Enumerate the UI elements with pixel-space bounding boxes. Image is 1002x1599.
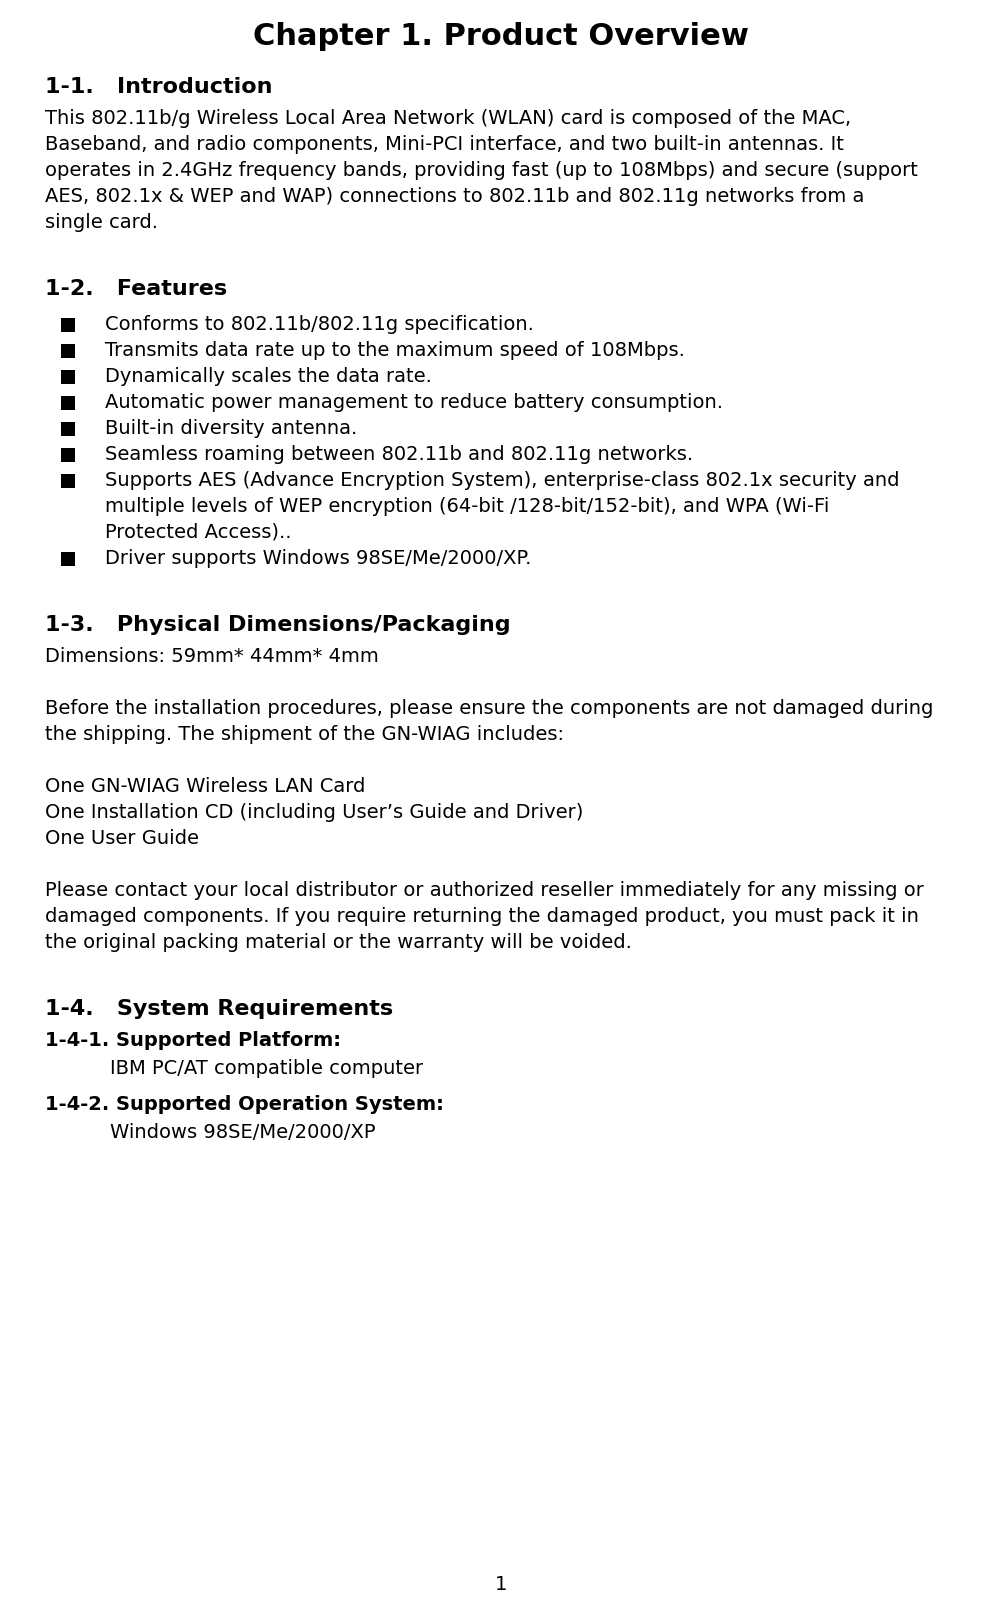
Text: Transmits data rate up to the maximum speed of 108Mbps.: Transmits data rate up to the maximum sp…: [105, 341, 685, 360]
Text: One User Guide: One User Guide: [45, 828, 199, 847]
Text: operates in 2.4GHz frequency bands, providing fast (up to 108Mbps) and secure (s: operates in 2.4GHz frequency bands, prov…: [45, 161, 918, 181]
Text: One Installation CD (including User’s Guide and Driver): One Installation CD (including User’s Gu…: [45, 803, 583, 822]
Text: Dynamically scales the data rate.: Dynamically scales the data rate.: [105, 368, 432, 385]
Text: 1-4.   System Requirements: 1-4. System Requirements: [45, 999, 393, 1019]
Text: Please contact your local distributor or authorized reseller immediately for any: Please contact your local distributor or…: [45, 881, 924, 900]
Text: Baseband, and radio components, Mini-PCI interface, and two built-in antennas. I: Baseband, and radio components, Mini-PCI…: [45, 134, 844, 154]
Text: AES, 802.1x & WEP and WAP) connections to 802.11b and 802.11g networks from a: AES, 802.1x & WEP and WAP) connections t…: [45, 187, 865, 206]
Text: IBM PC/AT compatible computer: IBM PC/AT compatible computer: [110, 1059, 423, 1078]
Text: Protected Access)..: Protected Access)..: [105, 523, 292, 542]
Text: 1-1.   Introduction: 1-1. Introduction: [45, 77, 273, 98]
Text: Seamless roaming between 802.11b and 802.11g networks.: Seamless roaming between 802.11b and 802…: [105, 445, 693, 464]
Text: the original packing material or the warranty will be voided.: the original packing material or the war…: [45, 932, 632, 951]
Text: single card.: single card.: [45, 213, 158, 232]
Text: 1-3.   Physical Dimensions/Packaging: 1-3. Physical Dimensions/Packaging: [45, 616, 511, 635]
Text: multiple levels of WEP encryption (64-bit /128-bit/152-bit), and WPA (Wi-Fi: multiple levels of WEP encryption (64-bi…: [105, 497, 830, 516]
Text: Chapter 1. Product Overview: Chapter 1. Product Overview: [254, 22, 748, 51]
Text: Dimensions: 59mm* 44mm* 4mm: Dimensions: 59mm* 44mm* 4mm: [45, 648, 379, 667]
Text: Windows 98SE/Me/2000/XP: Windows 98SE/Me/2000/XP: [110, 1122, 376, 1142]
Text: 1-4-2. Supported Operation System:: 1-4-2. Supported Operation System:: [45, 1095, 444, 1115]
Text: This 802.11b/g Wireless Local Area Network (WLAN) card is composed of the MAC,: This 802.11b/g Wireless Local Area Netwo…: [45, 109, 851, 128]
Text: Before the installation procedures, please ensure the components are not damaged: Before the installation procedures, plea…: [45, 699, 934, 718]
Text: 1-2.   Features: 1-2. Features: [45, 278, 227, 299]
Text: 1-4-1. Supported Platform:: 1-4-1. Supported Platform:: [45, 1031, 341, 1051]
Text: Automatic power management to reduce battery consumption.: Automatic power management to reduce bat…: [105, 393, 723, 413]
Text: One GN-WIAG Wireless LAN Card: One GN-WIAG Wireless LAN Card: [45, 777, 366, 796]
Text: 1: 1: [495, 1575, 507, 1594]
Text: Conforms to 802.11b/802.11g specification.: Conforms to 802.11b/802.11g specificatio…: [105, 315, 534, 334]
Text: Supports AES (Advance Encryption System), enterprise-class 802.1x security and: Supports AES (Advance Encryption System)…: [105, 472, 900, 489]
Text: Driver supports Windows 98SE/Me/2000/XP.: Driver supports Windows 98SE/Me/2000/XP.: [105, 548, 531, 568]
Text: Built-in diversity antenna.: Built-in diversity antenna.: [105, 419, 358, 438]
Text: damaged components. If you require returning the damaged product, you must pack : damaged components. If you require retur…: [45, 907, 919, 926]
Text: the shipping. The shipment of the GN-WIAG includes:: the shipping. The shipment of the GN-WIA…: [45, 724, 564, 744]
